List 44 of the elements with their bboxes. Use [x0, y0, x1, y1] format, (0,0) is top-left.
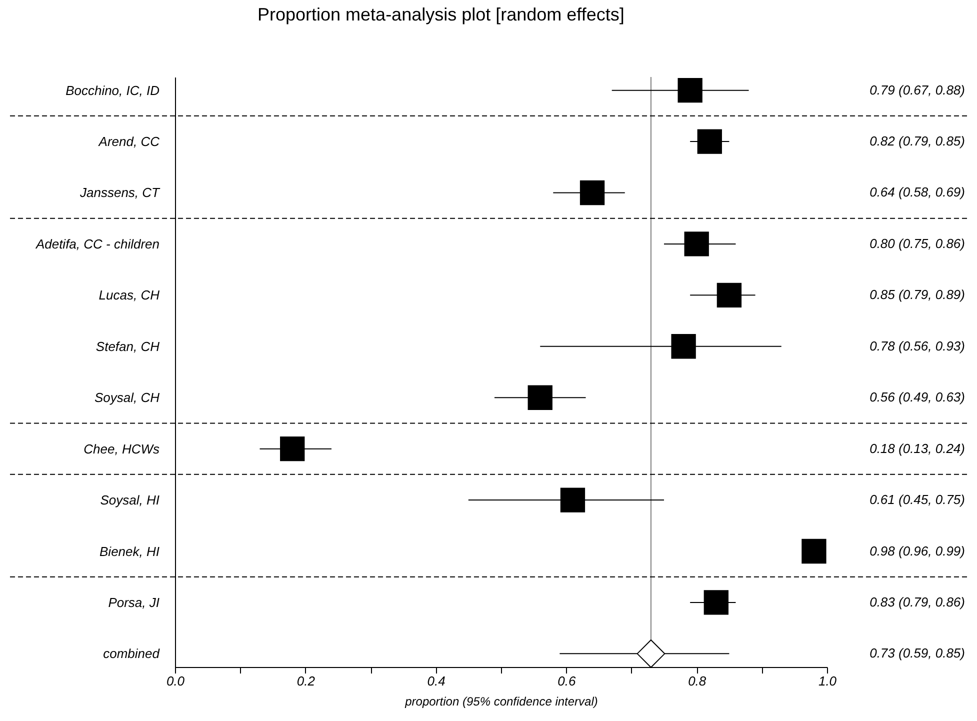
y-tick-label: combined	[103, 646, 160, 662]
text: 0.18 (0.13, 0.24)	[870, 440, 965, 456]
text: 0.64 (0.58, 0.69)	[870, 184, 965, 200]
point	[704, 590, 728, 615]
x-axis-title: proportion (95% confidence interval)	[404, 694, 598, 708]
point	[802, 538, 826, 564]
text: 0.83 (0.79, 0.86)	[870, 594, 965, 610]
y-tick-label: Soysal, CH	[94, 390, 160, 406]
chart-title: Proportion meta-analysis plot [random effects]	[258, 4, 624, 24]
point	[678, 78, 702, 103]
x-tick-label: 0.6	[558, 674, 577, 688]
text: 0.61 (0.45, 0.75)	[870, 492, 965, 508]
y-tick-label: Janssens, CT	[79, 185, 161, 200]
x-tick-label: 0.0	[166, 674, 186, 688]
text: 0.82 (0.79, 0.85)	[870, 134, 965, 149]
point	[684, 232, 709, 256]
point	[560, 488, 586, 512]
text: 0.79 (0.67, 0.88)	[870, 82, 965, 98]
point	[671, 334, 696, 359]
y-tick-label: Soysal, HI	[100, 492, 160, 508]
x-tick-label: 1.0	[818, 674, 838, 688]
point	[636, 639, 666, 668]
point	[716, 282, 742, 308]
text: 0.56 (0.49, 0.63)	[870, 390, 965, 405]
point	[580, 180, 605, 206]
y-tick-label: Lucas, CH	[98, 288, 160, 303]
text: 0.78 (0.56, 0.93)	[870, 338, 965, 354]
y-tick-label: Porsa, JI	[108, 594, 160, 610]
point	[697, 129, 722, 154]
x-tick-label: 0.2	[296, 674, 316, 688]
text: 0.85 (0.79, 0.89)	[870, 287, 965, 302]
y-tick-label: Adetifa, CC - children	[34, 236, 160, 252]
text: 0.73 (0.59, 0.85)	[870, 646, 965, 661]
text: 0.80 (0.75, 0.86)	[870, 236, 965, 251]
text: 0.98 (0.96, 0.99)	[870, 543, 965, 558]
x-tick-label: 0.8	[688, 674, 707, 688]
y-tick-label: Bienek, HI	[100, 544, 160, 559]
y-tick-label: Chee, HCWs	[84, 441, 160, 456]
x-tick-label: 0.4	[427, 674, 446, 688]
y-tick-label: Arend, CC	[98, 134, 160, 150]
point	[528, 385, 552, 410]
point	[280, 436, 305, 462]
y-tick-label: Stefan, CH	[96, 338, 160, 354]
y-tick-label: Bocchino, IC, ID	[66, 82, 160, 98]
